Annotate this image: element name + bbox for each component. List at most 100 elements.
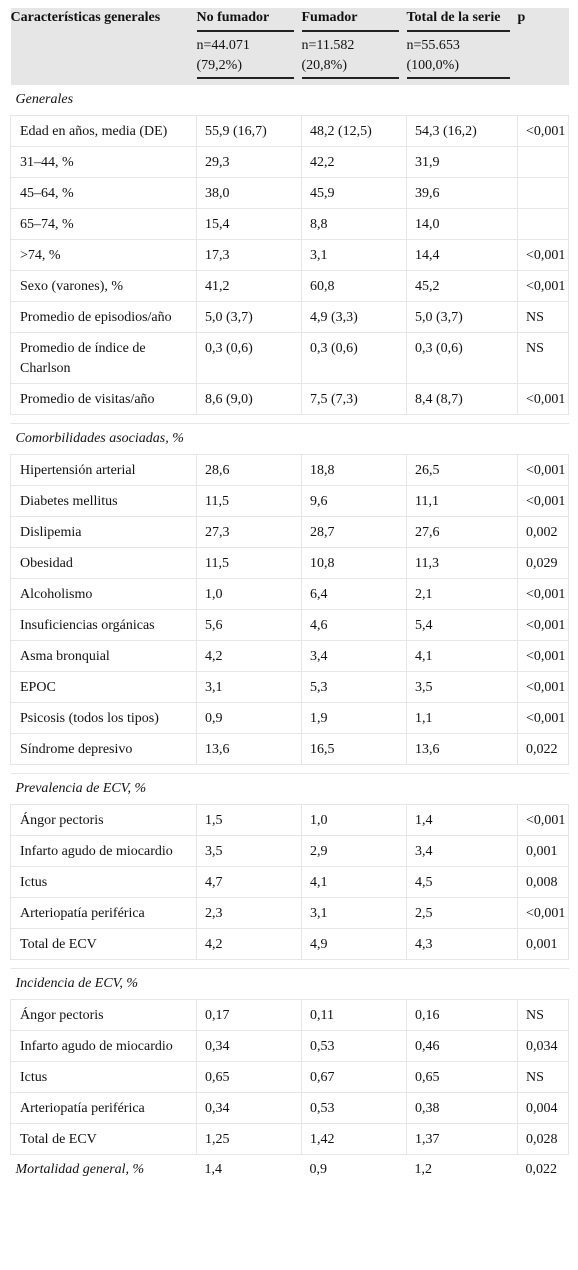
cell-smoker: 7,5 (7,3) — [301, 383, 407, 415]
cell-non-smoker: 5,6 — [196, 609, 302, 641]
section-title-row: Generales — [10, 85, 569, 116]
cell-p: NS — [517, 332, 569, 384]
cell-label: Dislipemia — [10, 516, 197, 548]
cell-p: 0,029 — [517, 547, 569, 579]
cell-total: 0,3 (0,6) — [406, 332, 518, 384]
cell-label: Infarto agudo de miocardio — [10, 1030, 197, 1062]
table-row: Síndrome depresivo 13,6 16,5 13,6 0,022 — [10, 733, 569, 765]
cell-non-smoker: 8,6 (9,0) — [196, 383, 302, 415]
cell-label: Arteriopatía periférica — [10, 897, 197, 929]
mortality-cell-smoker: 0,9 — [309, 1162, 328, 1177]
column-header-total: Total de la serie — [406, 8, 510, 32]
cell-smoker: 42,2 — [301, 146, 407, 178]
section-title-row: Prevalencia de ECV, % — [10, 773, 569, 805]
table-row: Insuficiencias orgánicas 5,6 4,6 5,4 <0,001 — [10, 609, 569, 641]
table-row: Promedio de visitas/año 8,6 (9,0) 7,5 (7,3… — [10, 383, 569, 415]
cell-label: Ángor pectoris — [10, 804, 197, 836]
table-row: Alcoholismo 1,0 6,4 2,1 <0,001 — [10, 578, 569, 610]
cell-p: <0,001 — [517, 383, 569, 415]
table-row: Dislipemia 27,3 28,7 27,6 0,002 — [10, 516, 569, 548]
table-row: Edad en años, media (DE) 55,9 (16,7) 48,2 … — [10, 115, 569, 147]
table-row: Asma bronquial 4,2 3,4 4,1 <0,001 — [10, 640, 569, 672]
cell-label: Sexo (varones), % — [10, 270, 197, 302]
cell-smoker: 4,1 — [301, 866, 407, 898]
cell-label: 65–74, % — [10, 208, 197, 240]
cell-total: 0,38 — [406, 1092, 518, 1124]
mortality-cell-non-smoker: 1,4 — [204, 1162, 223, 1177]
cell-smoker: 1,9 — [301, 702, 407, 734]
cell-total: 2,5 — [406, 897, 518, 929]
section-title: Generales — [10, 85, 569, 116]
cell-non-smoker: 2,3 — [196, 897, 302, 929]
cell-p: NS — [517, 1061, 569, 1093]
cell-total: 4,5 — [406, 866, 518, 898]
cell-p: <0,001 — [517, 640, 569, 672]
characteristics-table: Características generales No fumador Fum… — [10, 8, 569, 1184]
cell-total: 0,16 — [406, 999, 518, 1031]
cell-label: Obesidad — [10, 547, 197, 579]
cell-label: >74, % — [10, 239, 197, 271]
cell-p: NS — [517, 301, 569, 333]
table-row: >74, % 17,3 3,1 14,4 <0,001 — [10, 239, 569, 271]
section-title-row: Incidencia de ECV, % — [10, 968, 569, 1000]
cell-non-smoker: 0,34 — [196, 1030, 302, 1062]
table-row: Infarto agudo de miocardio 3,5 2,9 3,4 0,001 — [10, 835, 569, 867]
cell-smoker: 10,8 — [301, 547, 407, 579]
cell-p: 0,004 — [517, 1092, 569, 1124]
cell-non-smoker: 55,9 (16,7) — [196, 115, 302, 147]
cell-total: 14,4 — [406, 239, 518, 271]
cell-smoker: 3,1 — [301, 239, 407, 271]
size-total: n=55.653 (100,0%) — [406, 36, 510, 79]
cell-non-smoker: 28,6 — [196, 454, 302, 486]
cell-smoker: 18,8 — [301, 454, 407, 486]
table-row: Promedio de episodios/año 5,0 (3,7) 4,9 (3… — [10, 301, 569, 333]
cell-total: 0,65 — [406, 1061, 518, 1093]
table-row: Obesidad 11,5 10,8 11,3 0,029 — [10, 547, 569, 579]
cell-non-smoker: 0,9 — [196, 702, 302, 734]
cell-total: 1,1 — [406, 702, 518, 734]
column-header-p: p — [517, 10, 526, 25]
cell-non-smoker: 13,6 — [196, 733, 302, 765]
cell-p: 0,022 — [517, 733, 569, 765]
cell-smoker: 4,9 (3,3) — [301, 301, 407, 333]
section-title: Comorbilidades asociadas, % — [10, 423, 569, 455]
cell-total: 27,6 — [406, 516, 518, 548]
cell-label: Hipertensión arterial — [10, 454, 197, 486]
cell-label: Diabetes mellitus — [10, 485, 197, 517]
cell-label: Arteriopatía periférica — [10, 1092, 197, 1124]
cell-non-smoker: 0,17 — [196, 999, 302, 1031]
table-row: Ictus 4,7 4,1 4,5 0,008 — [10, 866, 569, 898]
cell-smoker: 1,0 — [301, 804, 407, 836]
cell-total: 0,46 — [406, 1030, 518, 1062]
cell-non-smoker: 4,2 — [196, 928, 302, 960]
cell-non-smoker: 3,1 — [196, 671, 302, 703]
cell-total: 8,4 (8,7) — [406, 383, 518, 415]
cell-label: Promedio de visitas/año — [10, 383, 197, 415]
cell-total: 14,0 — [406, 208, 518, 240]
cell-label: 45–64, % — [10, 177, 197, 209]
cell-smoker: 8,8 — [301, 208, 407, 240]
cell-p: 0,001 — [517, 835, 569, 867]
cell-p: 0,001 — [517, 928, 569, 960]
cell-p: 0,034 — [517, 1030, 569, 1062]
cell-smoker: 16,5 — [301, 733, 407, 765]
table-row: Ángor pectoris 1,5 1,0 1,4 <0,001 — [10, 804, 569, 836]
cell-label: 31–44, % — [10, 146, 197, 178]
header-row: Características generales No fumador Fum… — [10, 8, 569, 32]
cell-p — [517, 208, 569, 240]
cell-smoker: 0,53 — [301, 1092, 407, 1124]
cell-label: Ángor pectoris — [10, 999, 197, 1031]
cell-label: Asma bronquial — [10, 640, 197, 672]
section-title-row: Comorbilidades asociadas, % — [10, 423, 569, 455]
cell-label: Infarto agudo de miocardio — [10, 835, 197, 867]
cell-non-smoker: 15,4 — [196, 208, 302, 240]
cell-p: NS — [517, 999, 569, 1031]
header-size-row: n=44.071 (79,2%) n=11.582 (20,8%) n=55.6… — [10, 32, 569, 85]
cell-label: Total de ECV — [10, 1123, 197, 1155]
cell-smoker: 9,6 — [301, 485, 407, 517]
mortality-cell-total: 1,2 — [414, 1162, 433, 1177]
cell-smoker: 4,9 — [301, 928, 407, 960]
cell-total: 5,4 — [406, 609, 518, 641]
cell-smoker: 60,8 — [301, 270, 407, 302]
cell-label: Ictus — [10, 866, 197, 898]
